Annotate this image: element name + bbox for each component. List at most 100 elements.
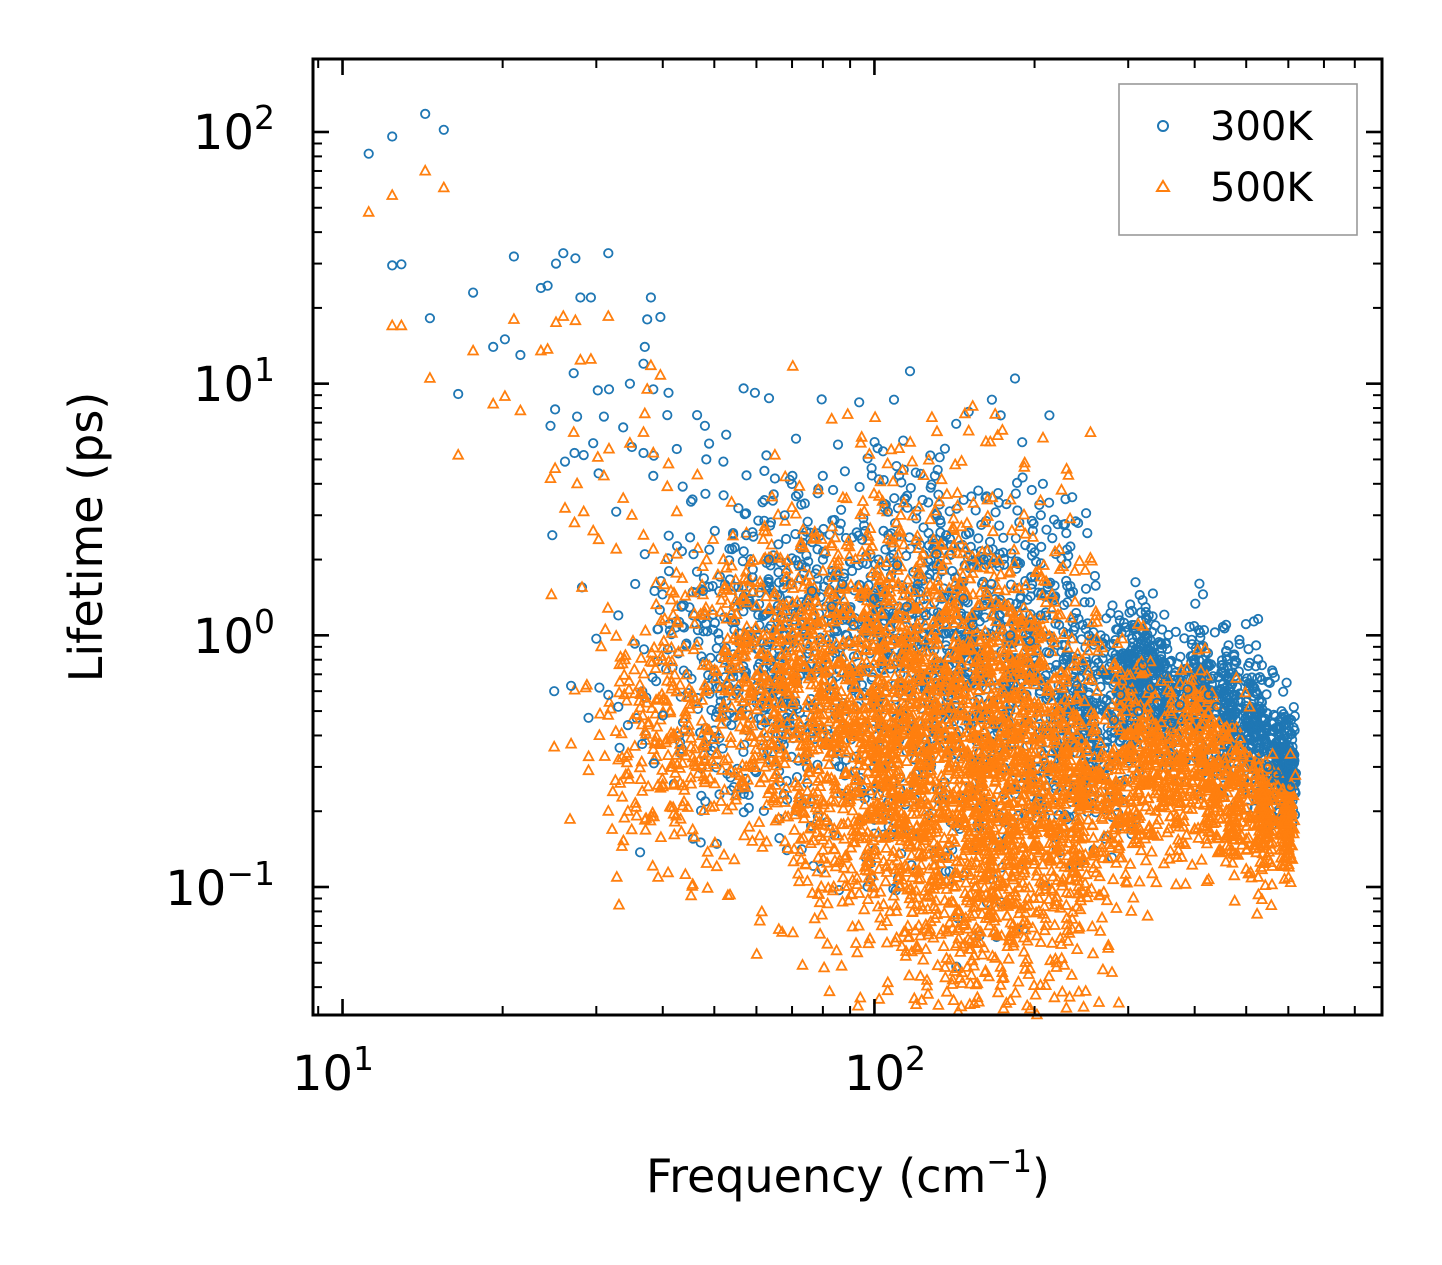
point-300K: [718, 490, 729, 501]
point-300K: [995, 410, 1006, 421]
point-300K: [753, 609, 764, 621]
point-300K: [899, 493, 911, 504]
point-300K: [773, 577, 785, 588]
point-300K: [1026, 484, 1037, 496]
point-300K: [754, 587, 765, 598]
point-300K: [1058, 519, 1069, 530]
point-300K: [1035, 510, 1046, 521]
point-300K: [663, 530, 674, 541]
point-300K: [1047, 532, 1058, 544]
point-300K: [1135, 607, 1147, 618]
point-300K: [741, 470, 752, 481]
point-300K: [713, 628, 724, 639]
point-300K: [1012, 505, 1023, 516]
point-300K: [764, 582, 775, 593]
point-300K: [910, 467, 921, 478]
point-300K: [1065, 580, 1076, 592]
point-300K: [1079, 597, 1090, 608]
point-300K: [889, 493, 900, 504]
point-300K: [703, 438, 715, 449]
point-300K: [958, 494, 969, 505]
point-300K: [1071, 607, 1082, 619]
point-300K: [614, 742, 625, 753]
point-300K: [684, 532, 696, 543]
point-300K: [738, 383, 749, 394]
point-300K: [698, 626, 709, 637]
point-300K: [1107, 600, 1118, 611]
point-300K: [990, 507, 1001, 518]
point-300K: [1044, 410, 1055, 421]
point-300K: [835, 504, 847, 515]
point-300K: [761, 450, 772, 461]
point-300K: [929, 470, 941, 481]
point-300K: [935, 527, 946, 538]
point-300K: [839, 466, 851, 477]
point-300K: [1184, 621, 1195, 633]
point-300K: [1061, 528, 1072, 539]
point-300K: [704, 544, 715, 555]
point-300K: [1077, 619, 1088, 631]
point-300K: [796, 499, 807, 510]
point-300K: [709, 617, 721, 629]
point-300K: [888, 394, 900, 405]
point-300K: [844, 556, 856, 568]
point-300K: [790, 491, 802, 502]
point-300K: [1190, 598, 1201, 609]
point-300K: [892, 502, 904, 514]
point-300K: [994, 520, 1005, 531]
point-300K: [740, 671, 751, 682]
point-300K: [1070, 516, 1081, 527]
point-300K: [1148, 640, 1159, 651]
point-300K: [998, 532, 1009, 543]
point-300K: [1011, 477, 1023, 488]
point-300K: [993, 497, 1004, 508]
point-300K: [1175, 651, 1186, 662]
point-300K: [717, 743, 728, 754]
point-300K: [827, 484, 839, 496]
point-300K: [691, 566, 703, 577]
point-300K: [1089, 570, 1101, 582]
point-300K: [944, 506, 955, 517]
point-300K: [951, 418, 962, 429]
point-300K: [738, 746, 749, 758]
point-300K: [980, 515, 992, 527]
point-300K: [700, 796, 711, 807]
point-300K: [1029, 547, 1040, 558]
point-300K: [1028, 518, 1039, 529]
point-300K: [832, 439, 844, 450]
point-300K: [1017, 472, 1028, 483]
point-300K: [1036, 541, 1047, 553]
point-300K: [765, 517, 777, 528]
point-300K: [869, 436, 880, 448]
point-300K: [817, 470, 828, 481]
point-300K: [1064, 587, 1075, 599]
point-300K: [1081, 508, 1092, 519]
point-300K: [812, 544, 823, 555]
point-300K: [1009, 373, 1021, 384]
point-300K: [1027, 525, 1038, 536]
point-300K: [1166, 655, 1177, 667]
point-300K: [918, 522, 929, 533]
point-300K: [790, 433, 802, 444]
point-300K: [854, 481, 865, 493]
point-300K: [1114, 615, 1125, 626]
point-300K: [973, 485, 984, 496]
point-300K: [1084, 597, 1096, 608]
point-300K: [721, 429, 732, 440]
point-300K: [1130, 577, 1141, 588]
point-300K: [1036, 587, 1047, 599]
point-300K: [816, 394, 827, 405]
point-300K: [1090, 580, 1101, 591]
point-300K: [1160, 637, 1172, 649]
point-300K: [727, 527, 739, 539]
point-300K: [757, 497, 768, 508]
point-300K: [1052, 519, 1063, 530]
point-300K: [1060, 493, 1071, 505]
point-300K: [695, 837, 706, 848]
point-300K: [778, 739, 789, 751]
point-300K: [802, 516, 813, 527]
point-300K: [812, 759, 823, 770]
point-300K: [1147, 588, 1159, 599]
point-300K: [1068, 625, 1079, 636]
